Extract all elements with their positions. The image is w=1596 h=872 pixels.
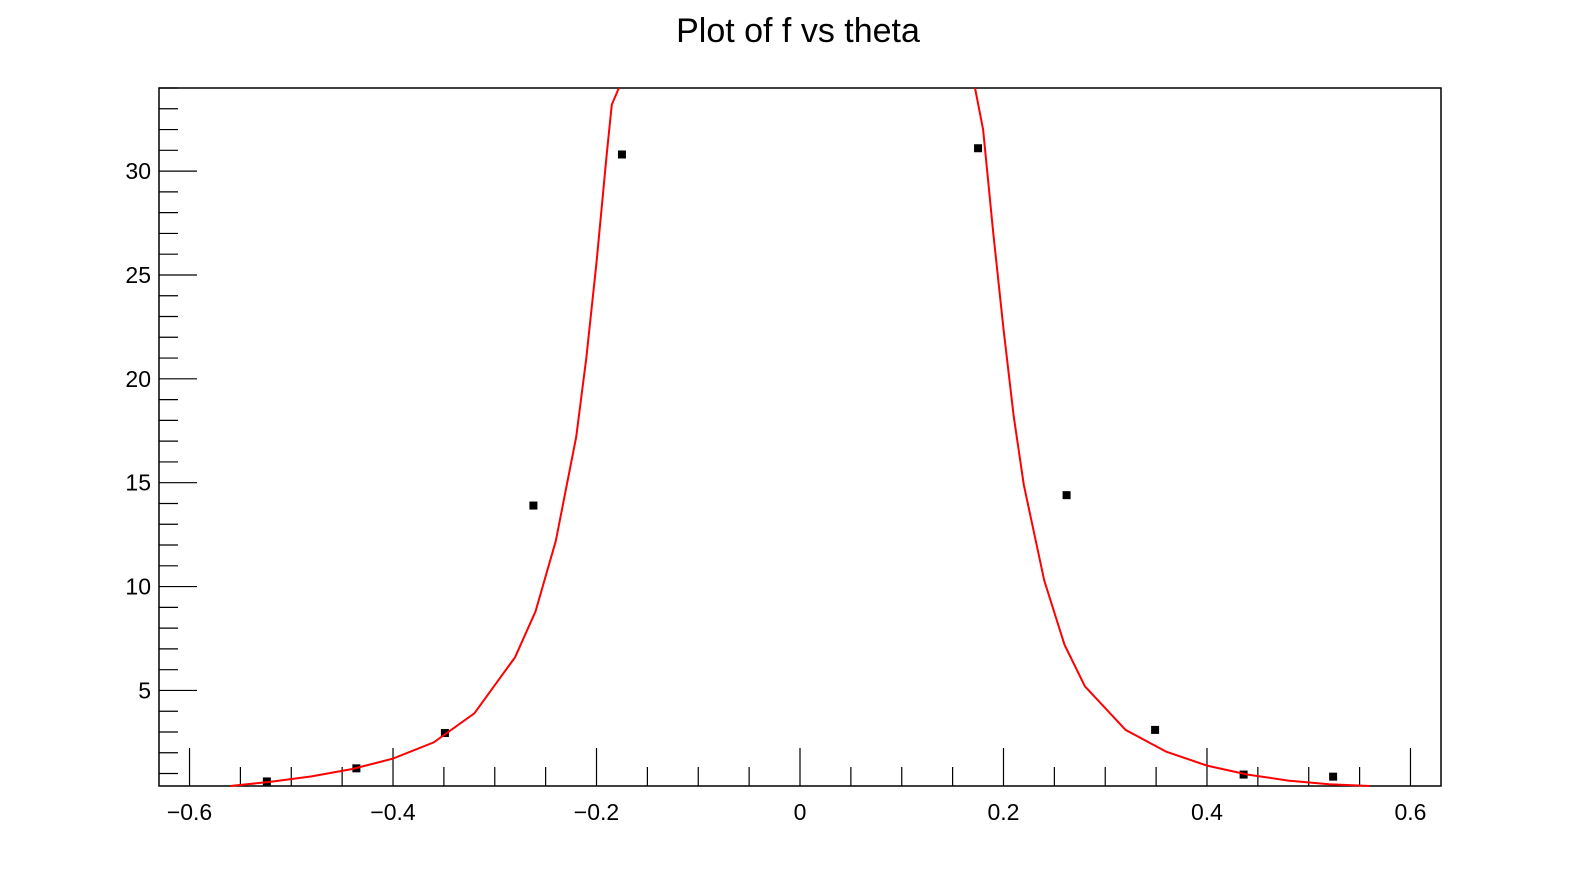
x-tick-label: 0.4 xyxy=(1191,799,1223,825)
y-tick-label: 5 xyxy=(138,677,151,703)
data-point xyxy=(1062,491,1071,500)
plot-area xyxy=(230,87,1370,787)
y-tick-label: 30 xyxy=(125,158,151,184)
data-point xyxy=(440,729,449,738)
x-tick-label: 0.6 xyxy=(1394,799,1426,825)
fit-curve-line xyxy=(974,87,1370,787)
data-point xyxy=(617,150,626,159)
data-point xyxy=(974,144,983,153)
x-tick-label: −0.2 xyxy=(574,799,619,825)
data-point xyxy=(1329,772,1338,781)
y-tick-label: 20 xyxy=(125,366,151,392)
x-tick-label: 0.2 xyxy=(987,799,1019,825)
x-tick-label: 0 xyxy=(794,799,807,825)
data-point xyxy=(1151,725,1160,734)
fit-curve-line xyxy=(230,87,620,787)
x-tick-label: −0.6 xyxy=(167,799,212,825)
y-tick-label: 25 xyxy=(125,262,151,288)
plot-frame xyxy=(158,87,1442,787)
y-tick-label: 10 xyxy=(125,574,151,600)
y-axis: 5 10 15 20 25 30 xyxy=(125,87,197,775)
data-point xyxy=(529,501,538,510)
x-axis: −0.6 −0.4 −0.2 0 0.2 0.4 0.6 xyxy=(167,748,1426,825)
chart-title: Plot of f vs theta xyxy=(676,12,920,50)
x-tick-label: −0.4 xyxy=(370,799,416,825)
y-tick-label: 15 xyxy=(125,470,151,496)
